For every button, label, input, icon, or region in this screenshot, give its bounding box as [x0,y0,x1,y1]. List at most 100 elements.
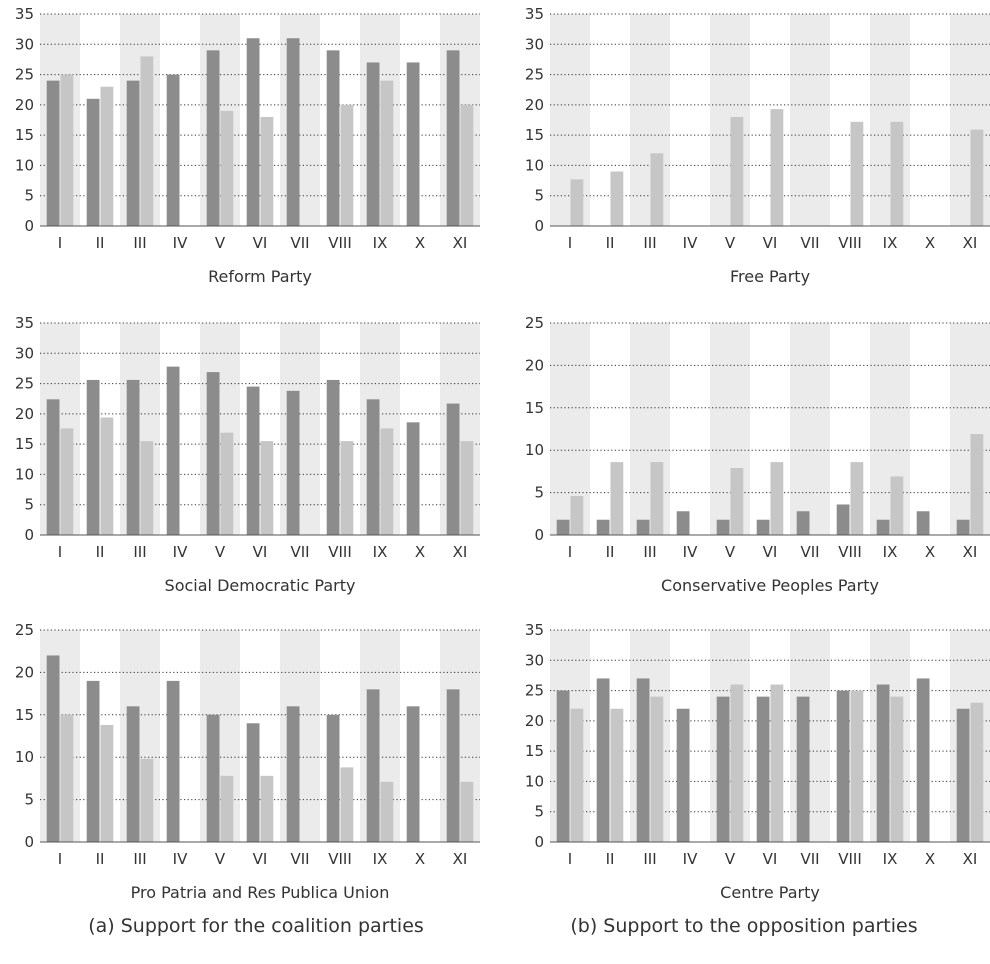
background-band [790,630,830,842]
background-band [710,14,750,226]
bar-series-1 [86,680,100,842]
x-tick-label: III [643,850,656,868]
chart-title: Social Democratic Party [165,576,356,595]
bar-series-1 [876,684,890,842]
bar-series-1 [246,723,260,842]
x-tick-label: IV [173,850,188,868]
background-band [360,630,400,842]
bar-series-1 [596,678,610,842]
bar-series-1 [556,519,570,535]
bar-series-2 [100,724,114,842]
bar-series-2 [460,441,474,535]
bar-series-1 [206,50,220,226]
bar-series-1 [956,519,970,535]
x-tick-label: VIII [328,543,352,561]
x-tick-label: X [415,850,425,868]
bar-series-1 [126,379,140,535]
bar-series-1 [246,386,260,535]
x-tick-label: VI [763,234,778,252]
bar-series-2 [650,462,664,535]
x-tick-label: IV [173,543,188,561]
bar-series-2 [730,116,744,226]
y-tick-label: 5 [534,484,544,502]
y-tick-label: 0 [534,217,544,235]
bar-series-2 [650,153,664,226]
bar-series-2 [340,441,354,535]
bar-series-2 [570,495,584,535]
y-tick-label: 15 [525,399,544,417]
background-band [710,323,750,535]
x-tick-label: IV [683,543,698,561]
y-tick-label: 15 [525,742,544,760]
y-tick-label: 10 [15,465,34,483]
background-band [200,323,240,535]
chart-title: Free Party [730,267,810,286]
background-band [120,630,160,842]
x-tick-label: VI [253,543,268,561]
y-tick-label: 20 [525,712,544,730]
y-tick-label: 15 [525,126,544,144]
chart-title: Reform Party [208,267,312,286]
bar-series-2 [770,462,784,535]
bar-series-2 [380,428,394,535]
bar-series-2 [460,104,474,226]
bar-series-2 [260,441,274,535]
bar-series-1 [286,706,300,842]
bar-series-1 [366,399,380,535]
y-tick-label: 10 [525,441,544,459]
background-band [790,323,830,535]
y-tick-label: 0 [24,217,34,235]
y-tick-label: 25 [525,66,544,84]
x-tick-label: V [725,543,736,561]
y-tick-label: 10 [525,156,544,174]
y-tick-label: 5 [24,187,34,205]
bar-series-2 [380,781,394,842]
background-band [630,14,670,226]
bar-series-2 [570,708,584,842]
chart-title: Centre Party [720,883,820,902]
x-tick-label: X [415,543,425,561]
y-tick-label: 5 [534,187,544,205]
y-tick-label: 10 [15,156,34,174]
background-band [280,323,320,535]
chart-title: Pro Patria and Res Publica Union [131,883,390,902]
y-tick-label: 0 [534,833,544,851]
background-band [40,14,80,226]
bar-series-1 [446,689,460,842]
y-tick-label: 35 [15,314,34,332]
bar-series-2 [770,109,784,226]
background-band [630,323,670,535]
background-band [40,323,80,535]
x-tick-label: II [606,234,615,252]
bar-series-2 [460,781,474,842]
x-tick-label: I [568,234,572,252]
background-band [950,630,990,842]
x-tick-label: VII [800,234,819,252]
y-tick-label: 15 [15,706,34,724]
background-band [950,323,990,535]
x-tick-label: III [643,234,656,252]
x-tick-label: VI [253,234,268,252]
y-tick-label: 5 [534,803,544,821]
x-tick-label: XI [453,234,468,252]
bar-series-1 [326,379,340,535]
y-tick-label: 30 [525,651,544,669]
bar-series-1 [406,706,420,842]
bar-series-1 [796,696,810,842]
x-tick-label: I [58,234,62,252]
bar-series-1 [406,62,420,227]
bar-series-2 [730,684,744,842]
x-tick-label: III [643,543,656,561]
bar-series-2 [890,696,904,842]
bar-series-1 [166,680,180,842]
y-tick-label: 0 [24,833,34,851]
caption-left: (a) Support for the coalition parties [88,915,424,937]
y-tick-label: 20 [525,356,544,374]
bar-series-2 [60,74,74,226]
bar-series-1 [126,706,140,842]
x-tick-label: VI [253,850,268,868]
x-tick-label: V [215,543,226,561]
